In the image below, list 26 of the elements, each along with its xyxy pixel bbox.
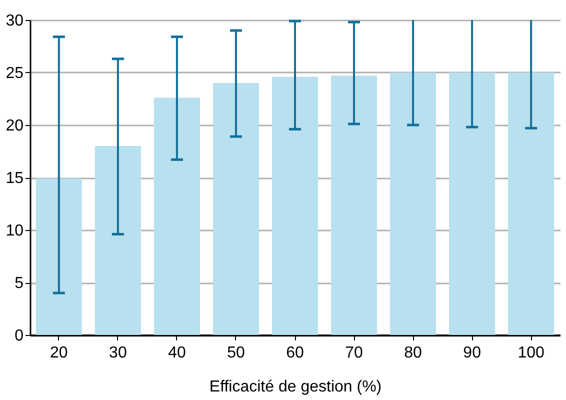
bar <box>272 76 318 335</box>
bar <box>94 146 141 335</box>
x-tick-label: 90 <box>463 344 482 362</box>
x-tick-label: 40 <box>168 344 186 362</box>
x-tick-label: 20 <box>50 344 68 362</box>
bar <box>331 76 378 335</box>
y-tick-label: 5 <box>14 275 24 292</box>
x-tick-label: 80 <box>404 344 422 362</box>
x-tick-label: 30 <box>109 344 127 362</box>
bar <box>212 83 259 335</box>
bar <box>390 72 436 335</box>
x-tick-label: 100 <box>518 344 545 362</box>
y-tick-label: 20 <box>6 118 24 134</box>
x-tick-label: 50 <box>227 344 245 362</box>
x-tick-label: 60 <box>286 344 304 362</box>
y-tick-label: 30 <box>6 12 24 30</box>
bar <box>449 72 496 335</box>
bar <box>154 98 200 335</box>
y-tick-label: 25 <box>6 65 24 82</box>
y-tick-label: 15 <box>6 170 24 187</box>
bar <box>508 72 554 335</box>
x-tick-label: 70 <box>345 344 364 362</box>
bar <box>36 178 82 335</box>
y-tick-label: 10 <box>6 222 24 240</box>
x-axis-title: Efficacité de gestion (%) <box>209 378 382 396</box>
y-tick-label: 0 <box>14 328 24 344</box>
